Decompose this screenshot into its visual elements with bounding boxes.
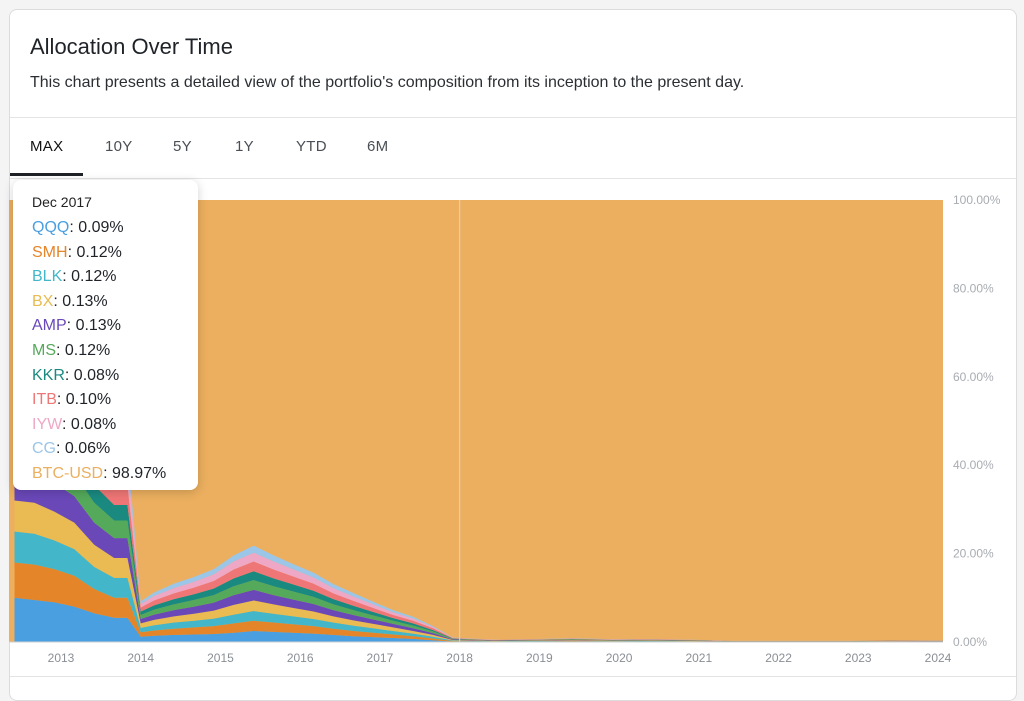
- card-title: Allocation Over Time: [30, 34, 233, 59]
- x-tick-label: 2016: [287, 651, 314, 665]
- tooltip-value: 0.13%: [75, 317, 121, 335]
- tooltip-row-iyw: IYW: 0.08%: [32, 415, 117, 433]
- tooltip-value: 0.09%: [78, 219, 124, 236]
- tooltip-value: 0.10%: [65, 391, 112, 409]
- tooltip-row-kkr: KKR: 0.08%: [32, 366, 120, 384]
- tooltip-row-ms: MS: 0.12%: [32, 341, 111, 359]
- tooltip-ticker: SMH: [32, 243, 68, 261]
- tab-5y[interactable]: 5Y: [173, 138, 192, 155]
- y-tick-label: 40.00%: [953, 458, 994, 472]
- tooltip-value: 0.12%: [71, 268, 117, 286]
- tooltip-ticker: BLK: [32, 268, 63, 286]
- area-qqq: [14, 597, 943, 642]
- x-tick-label: 2023: [845, 651, 872, 665]
- tooltip-date: Dec 2017: [32, 194, 92, 210]
- tooltip-value: 0.08%: [73, 366, 120, 384]
- x-tick-label: 2024: [925, 651, 952, 665]
- tooltip-row-blk: BLK: 0.12%: [32, 268, 117, 286]
- tab-1y[interactable]: 1Y: [235, 138, 254, 155]
- y-tick-label: 20.00%: [953, 547, 994, 561]
- tooltip-ticker: MS: [32, 341, 56, 359]
- y-tick-label: 80.00%: [953, 281, 994, 295]
- tooltip-row-cg: CG: 0.06%: [32, 440, 111, 458]
- area-bx: [14, 500, 943, 642]
- x-tick-label: 2017: [367, 651, 394, 665]
- tooltip-value: 0.08%: [70, 415, 117, 433]
- card-footer-divider: [10, 676, 1016, 677]
- tooltip-row-btc-usd: BTC-USD: 98.97%: [32, 464, 167, 482]
- x-tick-label: 2018: [446, 651, 473, 665]
- tooltip-value: 98.97%: [112, 464, 167, 482]
- tooltip-ticker: ITB: [32, 391, 57, 409]
- tooltip-ticker: BTC-USD: [32, 464, 104, 482]
- tab-10y[interactable]: 10Y: [105, 138, 133, 155]
- y-tick-label: 60.00%: [953, 370, 994, 384]
- y-tick-label: 100.00%: [953, 193, 1001, 207]
- tooltip-ticker: CG: [32, 440, 56, 458]
- time-range-tabs: MAX 10Y 5Y 1Y YTD 6M: [10, 117, 1016, 179]
- tooltip-ticker: BX: [32, 292, 54, 310]
- tooltip-value: 0.12%: [76, 243, 122, 261]
- x-tick-label: 2019: [526, 651, 553, 665]
- tooltip-row-qqq: QQQ: 0.09%: [32, 219, 124, 236]
- x-tick-label: 2014: [127, 651, 154, 665]
- tooltip-row-amp: AMP: 0.13%: [32, 317, 121, 335]
- x-tick-label: 2021: [685, 651, 712, 665]
- x-tick-label: 2013: [48, 651, 75, 665]
- tooltip-value: 0.13%: [62, 292, 108, 310]
- card-subtitle: This chart presents a detailed view of t…: [30, 74, 745, 91]
- tooltip-ticker: QQQ: [32, 219, 70, 236]
- chart-tooltip: Dec 2017 QQQ: 0.09% SMH: 0.12% BLK: 0.12% B…: [13, 180, 198, 490]
- x-tick-label: 2022: [765, 651, 792, 665]
- tooltip-ticker: IYW: [32, 415, 62, 433]
- tooltip-value: 0.06%: [64, 440, 111, 458]
- tooltip-row-bx: BX: 0.13%: [32, 292, 108, 310]
- tab-ytd[interactable]: YTD: [296, 138, 327, 155]
- area-amp: [14, 469, 943, 642]
- tooltip-ticker: KKR: [32, 366, 65, 384]
- y-tick-label: 0.00%: [953, 635, 987, 649]
- tooltip-ticker: AMP: [32, 317, 67, 335]
- tab-6m[interactable]: 6M: [367, 138, 389, 155]
- tab-max[interactable]: MAX: [10, 118, 84, 176]
- x-tick-label: 2020: [606, 651, 633, 665]
- x-tick-label: 2015: [207, 651, 234, 665]
- area-smh: [14, 562, 943, 642]
- tooltip-row-itb: ITB: 0.10%: [32, 391, 112, 409]
- area-blk: [14, 531, 943, 642]
- tooltip-rows: QQQ: 0.09% SMH: 0.12% BLK: 0.12% BX: 0.13% A…: [32, 216, 198, 487]
- tooltip-value: 0.12%: [64, 341, 111, 359]
- tooltip-row-smh: SMH: 0.12%: [32, 243, 122, 261]
